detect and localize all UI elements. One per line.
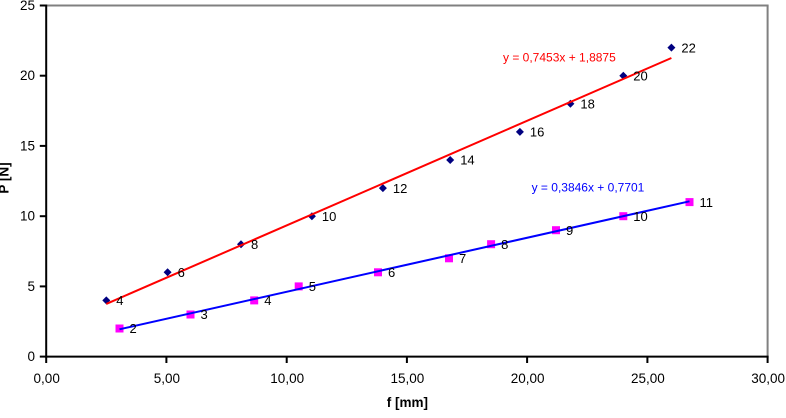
svg-text:12: 12 bbox=[393, 181, 407, 196]
svg-text:15,00: 15,00 bbox=[391, 371, 425, 386]
svg-text:5,00: 5,00 bbox=[154, 371, 180, 386]
svg-text:14: 14 bbox=[460, 153, 474, 168]
svg-text:25,00: 25,00 bbox=[631, 371, 665, 386]
svg-text:4: 4 bbox=[116, 293, 123, 308]
svg-text:2: 2 bbox=[130, 321, 137, 336]
svg-text:20,00: 20,00 bbox=[511, 371, 545, 386]
svg-text:5: 5 bbox=[309, 279, 316, 294]
svg-text:22: 22 bbox=[681, 40, 695, 55]
svg-text:6: 6 bbox=[388, 265, 395, 280]
svg-text:16: 16 bbox=[530, 125, 544, 140]
svg-text:6: 6 bbox=[178, 265, 185, 280]
svg-text:0,00: 0,00 bbox=[34, 371, 60, 386]
svg-text:7: 7 bbox=[459, 251, 466, 266]
svg-text:25: 25 bbox=[20, 0, 35, 13]
svg-text:3: 3 bbox=[201, 307, 208, 322]
svg-text:y = 0,7453x + 1,8875: y = 0,7453x + 1,8875 bbox=[503, 51, 616, 65]
svg-text:10: 10 bbox=[633, 209, 647, 224]
svg-text:20: 20 bbox=[633, 68, 647, 83]
svg-text:11: 11 bbox=[700, 195, 714, 210]
svg-text:0: 0 bbox=[27, 349, 35, 364]
svg-text:f [mm]: f [mm] bbox=[387, 395, 428, 410]
svg-text:4: 4 bbox=[264, 293, 271, 308]
svg-text:5: 5 bbox=[27, 279, 35, 294]
svg-text:20: 20 bbox=[20, 68, 35, 83]
svg-text:30,00: 30,00 bbox=[751, 371, 785, 386]
svg-text:y = 0,3846x + 0,7701: y = 0,3846x + 0,7701 bbox=[532, 181, 645, 195]
svg-text:10,00: 10,00 bbox=[270, 371, 304, 386]
svg-text:15: 15 bbox=[20, 138, 35, 153]
svg-text:8: 8 bbox=[251, 237, 258, 252]
svg-text:10: 10 bbox=[322, 209, 336, 224]
svg-text:18: 18 bbox=[580, 97, 594, 112]
svg-text:9: 9 bbox=[566, 223, 573, 238]
svg-text:10: 10 bbox=[20, 209, 35, 224]
svg-text:P [N]: P [N] bbox=[0, 162, 12, 193]
svg-text:8: 8 bbox=[501, 237, 508, 252]
